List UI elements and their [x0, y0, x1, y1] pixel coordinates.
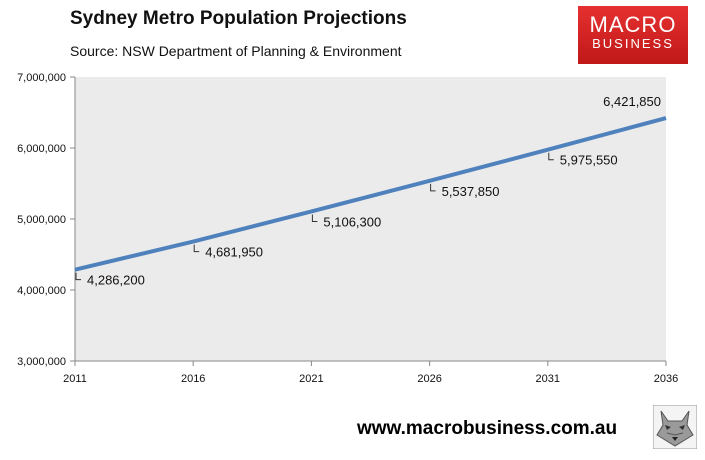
logo-line-2: BUSINESS	[592, 36, 674, 51]
x-tick-label: 2021	[299, 373, 323, 385]
data-label: 5,537,850	[442, 184, 500, 199]
x-tick-label: 2011	[63, 373, 87, 385]
data-label-leader	[75, 272, 81, 281]
data-label-leader	[430, 183, 436, 192]
x-tick-label: 2031	[536, 373, 560, 385]
data-label: 6,421,850	[603, 94, 661, 109]
y-tick-label: 4,000,000	[17, 285, 66, 297]
chart-source: Source: NSW Department of Planning & Env…	[70, 43, 402, 59]
data-label: 5,975,550	[560, 153, 618, 168]
y-tick-label: 6,000,000	[17, 143, 66, 155]
logo-line-1: MACRO	[589, 12, 677, 37]
data-label: 4,681,950	[205, 245, 263, 260]
footer-url: www.macrobusiness.com.au	[357, 418, 618, 439]
data-label: 5,106,300	[323, 214, 381, 229]
y-tick-label: 5,000,000	[17, 214, 66, 226]
macrobusiness-logo: MACRO BUSINESS	[578, 6, 688, 64]
y-tick-label: 3,000,000	[17, 356, 66, 368]
wolf-mascot-icon	[653, 405, 697, 449]
data-label-leader	[193, 244, 200, 253]
y-tick-label: 7,000,000	[17, 72, 66, 84]
plot-area	[75, 77, 666, 361]
x-tick-label: 2016	[181, 373, 205, 385]
data-label: 4,286,200	[87, 273, 145, 288]
x-tick-label: 2036	[654, 373, 678, 385]
data-label-leader	[311, 214, 318, 222]
x-tick-label: 2026	[417, 373, 441, 385]
chart-title: Sydney Metro Population Projections	[70, 8, 407, 29]
data-label-leader	[548, 152, 554, 161]
series-line	[74, 116, 667, 272]
